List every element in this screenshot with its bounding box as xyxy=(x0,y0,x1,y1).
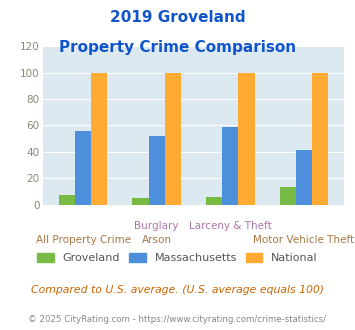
Text: Burglary: Burglary xyxy=(135,221,179,231)
Bar xyxy=(149,136,165,205)
Bar xyxy=(91,73,107,205)
Bar xyxy=(206,197,222,205)
Text: Motor Vehicle Theft: Motor Vehicle Theft xyxy=(253,235,354,245)
Bar xyxy=(296,150,312,205)
Text: Arson: Arson xyxy=(142,235,172,245)
Text: © 2025 CityRating.com - https://www.cityrating.com/crime-statistics/: © 2025 CityRating.com - https://www.city… xyxy=(28,315,327,324)
Bar xyxy=(59,195,75,205)
Legend: Groveland, Massachusetts, National: Groveland, Massachusetts, National xyxy=(33,248,322,267)
Bar xyxy=(238,73,255,205)
Bar xyxy=(165,73,181,205)
Text: Larceny & Theft: Larceny & Theft xyxy=(189,221,272,231)
Bar xyxy=(75,131,91,205)
Text: All Property Crime: All Property Crime xyxy=(36,235,131,245)
Text: 2019 Groveland: 2019 Groveland xyxy=(110,10,245,25)
Text: Property Crime Comparison: Property Crime Comparison xyxy=(59,40,296,54)
Bar xyxy=(222,127,238,205)
Text: Compared to U.S. average. (U.S. average equals 100): Compared to U.S. average. (U.S. average … xyxy=(31,285,324,295)
Bar xyxy=(132,198,149,205)
Bar xyxy=(312,73,328,205)
Bar xyxy=(280,187,296,205)
